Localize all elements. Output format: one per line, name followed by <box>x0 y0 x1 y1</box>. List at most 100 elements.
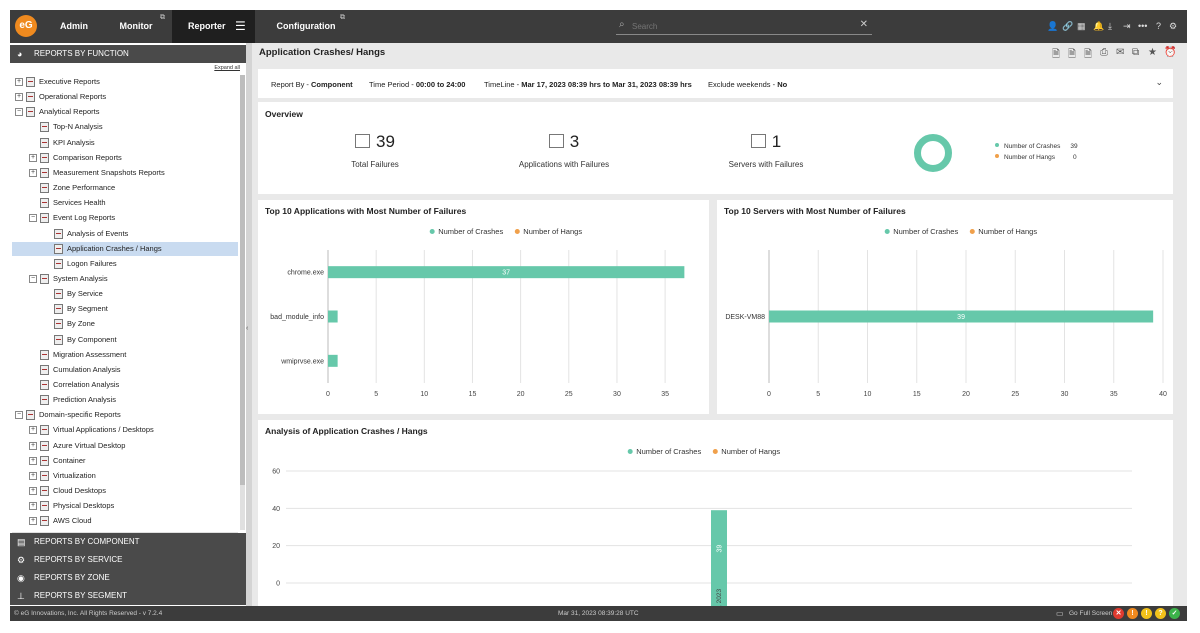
expand-icon[interactable]: + <box>29 471 37 480</box>
section-reports-by-service[interactable]: ⚙ REPORTS BY SERVICE <box>10 551 246 569</box>
tree-item[interactable]: − Event Log Reports <box>12 211 238 225</box>
tree-item[interactable]: + Virtualization <box>12 469 238 483</box>
expand-icon[interactable]: + <box>29 168 37 177</box>
user-icon[interactable]: 👤 <box>1047 21 1059 31</box>
expand-icon[interactable]: + <box>15 93 23 102</box>
expand-icon[interactable]: + <box>29 456 37 465</box>
overview-title: Overview <box>265 109 303 119</box>
excel-icon[interactable]: 🗎 <box>1084 49 1093 60</box>
help-icon[interactable]: ? <box>1156 21 1162 31</box>
tree-item[interactable]: − Domain-specific Reports <box>12 408 238 422</box>
tree-item[interactable]: Prediction Analysis <box>12 393 238 407</box>
x-tick-label: 30 <box>1061 391 1069 398</box>
tree-item[interactable]: Logon Failures <box>12 257 238 271</box>
settings-icon[interactable]: ⚙ <box>1169 21 1178 31</box>
tree-item[interactable]: + Virtual Applications / Desktops <box>12 423 238 437</box>
expand-icon[interactable]: + <box>29 441 37 450</box>
report-icon <box>40 273 49 284</box>
tree-item[interactable]: + Operational Reports <box>12 90 238 104</box>
tree-item[interactable]: + Physical Desktops <box>12 499 238 513</box>
print-icon[interactable]: ⎙ <box>1100 47 1108 58</box>
tree-item[interactable]: Top-N Analysis <box>12 120 238 134</box>
tree-item-label: Analytical Reports <box>39 107 100 117</box>
legend-dot <box>995 143 999 147</box>
tree-item[interactable]: Application Crashes / Hangs <box>12 241 238 256</box>
expand-icon[interactable]: + <box>29 502 37 511</box>
expand-icon[interactable]: + <box>15 78 23 87</box>
search-input[interactable] <box>632 20 852 33</box>
tree-item[interactable]: + Measurement Snapshots Reports <box>12 166 238 180</box>
tree-item[interactable]: Services Health <box>12 196 238 210</box>
tree-item[interactable]: + Executive Reports <box>12 75 238 89</box>
bell-icon[interactable]: 🔔 <box>1093 21 1105 31</box>
alarm-indicator[interactable]: ! <box>1127 608 1138 619</box>
tree-item[interactable]: Analysis of Events <box>12 227 238 241</box>
tree-item[interactable]: − System Analysis <box>12 272 238 286</box>
tree-item[interactable]: KPI Analysis <box>12 136 238 150</box>
collapse-icon[interactable]: − <box>15 411 23 420</box>
scrollbar-thumb[interactable] <box>240 75 245 485</box>
fullscreen-icon[interactable]: ▭ <box>1056 609 1064 618</box>
expand-icon[interactable]: + <box>29 153 37 162</box>
alarm-indicator[interactable]: ? <box>1155 608 1166 619</box>
eg-logo[interactable]: eG <box>15 15 37 37</box>
section-reports-by-zone[interactable]: ◉ REPORTS BY ZONE <box>10 569 246 587</box>
tree-vertical-scrollbar[interactable] <box>240 75 245 530</box>
tree-item[interactable]: + Cloud Desktops <box>12 484 238 498</box>
top-applications-chart: Number of Crashes Number of Hangs 0 5 10 15 20… <box>270 227 685 398</box>
logout-icon[interactable]: ⇥ <box>1123 21 1131 31</box>
hamburger-menu-icon[interactable]: ☰ <box>235 19 246 33</box>
section-reports-by-component[interactable]: ▤ REPORTS BY COMPONENT <box>10 533 246 551</box>
x-tick-label: 25 <box>565 391 573 398</box>
external-link-icon[interactable]: ⧉ <box>160 14 165 21</box>
pdf-icon[interactable]: 🗎 <box>1052 49 1061 60</box>
tab-reporter[interactable]: Reporter <box>172 10 255 43</box>
alarm-indicator[interactable]: ✕ <box>1113 608 1124 619</box>
link-icon[interactable]: 🔗 <box>1062 21 1074 31</box>
failures-donut-chart[interactable] <box>914 134 952 172</box>
tree-item[interactable]: Migration Assessment <box>12 348 238 362</box>
section-reports-by-function[interactable]: ◕ REPORTS BY FUNCTION <box>10 45 246 63</box>
alarm-indicator[interactable]: ✓ <box>1169 608 1180 619</box>
fullscreen-link[interactable]: Go Full Screen <box>1069 610 1113 617</box>
collapse-icon[interactable]: − <box>29 214 37 223</box>
expand-icon[interactable]: + <box>29 426 37 435</box>
tab-configuration[interactable]: Configuration <box>276 21 336 31</box>
expand-icon[interactable]: + <box>29 517 37 526</box>
schedule-icon[interactable]: ⏰ <box>1164 47 1177 58</box>
legend-value: 39 <box>1070 143 1078 150</box>
external-link-icon[interactable]: ⧉ <box>340 14 345 21</box>
tree-item[interactable]: Zone Performance <box>12 181 238 195</box>
tree-item[interactable]: By Component <box>12 333 238 347</box>
sidebar-splitter[interactable]: ‹ <box>246 43 252 606</box>
tree-item[interactable]: − Analytical Reports <box>12 105 238 119</box>
tab-monitor[interactable]: Monitor <box>119 21 153 31</box>
alarm-indicator[interactable]: ! <box>1141 608 1152 619</box>
download-icon[interactable]: ⤓ <box>1108 21 1112 31</box>
star-icon[interactable]: ★ <box>1148 47 1157 58</box>
chart-icon[interactable]: ▦ <box>1077 21 1086 31</box>
expand-icon[interactable]: + <box>29 487 37 496</box>
tree-item[interactable]: By Segment <box>12 302 238 316</box>
tree-item[interactable]: + Comparison Reports <box>12 151 238 165</box>
clear-search-icon[interactable]: ✕ <box>859 19 868 30</box>
tree-item[interactable]: Correlation Analysis <box>12 378 238 392</box>
tree-item[interactable]: By Zone <box>12 317 238 331</box>
tree-item[interactable]: Cumulation Analysis <box>12 363 238 377</box>
email-icon[interactable]: ✉ <box>1116 47 1125 58</box>
collapse-icon[interactable]: − <box>15 108 23 117</box>
more-icon[interactable]: ••• <box>1138 21 1148 31</box>
csv-icon[interactable]: 🗎 <box>1068 49 1077 60</box>
collapse-arrow-icon[interactable]: ‹ <box>246 325 249 332</box>
tree-item[interactable]: + Container <box>12 454 238 468</box>
tab-admin[interactable]: Admin <box>60 21 88 31</box>
tree-item[interactable]: + Azure Virtual Desktop <box>12 439 238 453</box>
copy-icon[interactable]: ⧉ <box>1132 47 1140 58</box>
tree-item-label: By Component <box>67 334 117 344</box>
tree-item[interactable]: + AWS Cloud <box>12 514 238 528</box>
chevron-down-icon[interactable]: ⌄ <box>1155 77 1163 87</box>
collapse-icon[interactable]: − <box>29 274 37 283</box>
expand-all-link[interactable]: Expand all <box>214 65 240 71</box>
tree-item[interactable]: By Service <box>12 287 238 301</box>
section-reports-by-segment[interactable]: ⊥ REPORTS BY SEGMENT <box>10 587 246 605</box>
